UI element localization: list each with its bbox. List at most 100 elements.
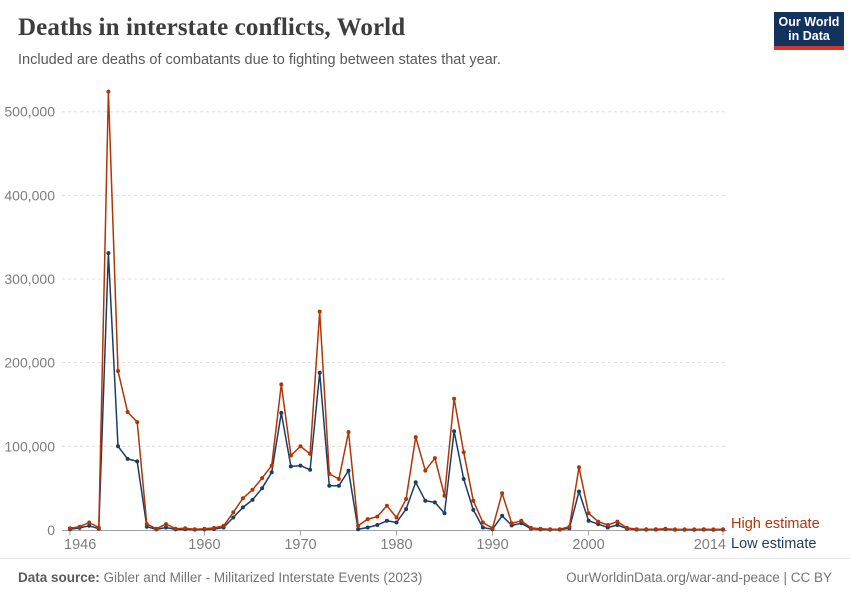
x-tick-label: 1980 <box>380 537 412 553</box>
data-point <box>164 525 168 530</box>
data-point <box>336 483 341 488</box>
data-point <box>221 523 226 528</box>
data-point <box>231 515 236 520</box>
data-point <box>500 513 505 518</box>
data-point <box>87 520 92 525</box>
data-point <box>442 493 447 498</box>
series-line-low-estimate <box>69 252 724 531</box>
data-point <box>173 526 178 531</box>
data-point <box>288 453 293 458</box>
owid-logo-line1: Our World <box>778 15 840 29</box>
y-tick-label: 500,000 <box>4 104 55 120</box>
data-point <box>692 527 697 532</box>
data-point <box>308 451 313 456</box>
y-tick-label: 200,000 <box>4 355 55 371</box>
data-point <box>356 523 361 528</box>
data-point <box>346 430 351 435</box>
data-point <box>375 523 380 527</box>
x-tick-label: 1960 <box>188 537 220 553</box>
data-point <box>557 527 562 532</box>
legend-label-low-estimate: Low estimate <box>731 536 816 552</box>
data-point <box>442 511 447 516</box>
x-tick-label: 2000 <box>572 537 604 553</box>
data-point <box>250 497 255 502</box>
data-point <box>202 526 207 531</box>
data-point <box>567 524 572 529</box>
data-point <box>682 527 687 532</box>
data-point <box>577 465 581 470</box>
data-point <box>356 527 361 532</box>
data-point <box>673 527 677 532</box>
data-point <box>68 526 72 531</box>
x-tick-label: 2014 <box>694 537 726 553</box>
data-point <box>586 511 591 516</box>
data-point <box>721 527 725 532</box>
data-point <box>250 487 255 492</box>
data-point <box>106 251 111 256</box>
data-source: Data source: Gibler and Miller - Militar… <box>18 570 422 585</box>
data-point <box>634 527 639 532</box>
x-tick-label: 1990 <box>476 537 508 553</box>
data-point <box>500 491 505 496</box>
owid-logo: Our World in Data <box>774 12 844 50</box>
data-point <box>77 524 82 529</box>
data-point <box>375 514 380 519</box>
data-point <box>452 396 457 401</box>
data-point <box>528 525 533 530</box>
data-point <box>615 519 620 524</box>
data-point <box>490 526 495 531</box>
data-point <box>480 520 485 525</box>
data-point <box>471 498 476 503</box>
data-point <box>413 435 418 440</box>
data-point <box>548 527 553 532</box>
data-point <box>586 518 591 523</box>
data-point <box>452 429 457 434</box>
data-point <box>471 507 476 512</box>
data-point <box>384 503 389 508</box>
data-point <box>279 382 284 387</box>
y-tick-label: 300,000 <box>4 271 55 287</box>
data-point <box>423 468 428 473</box>
data-point <box>711 527 716 532</box>
data-point <box>96 525 101 530</box>
data-point <box>538 526 543 531</box>
data-point <box>135 459 140 464</box>
data-point <box>519 518 524 523</box>
series-line-high-estimate <box>69 90 724 531</box>
data-source-label: Data source: <box>18 570 100 585</box>
data-point <box>154 526 159 531</box>
legend-label-high-estimate: High estimate <box>731 516 820 532</box>
data-point <box>384 518 389 523</box>
data-point <box>346 468 351 473</box>
data-point <box>480 525 485 530</box>
data-point <box>279 410 284 415</box>
data-point <box>644 527 649 532</box>
data-point <box>164 522 168 527</box>
line-chart[interactable]: 0 100,000 200,000 300,000 400,000 500,000 1946… <box>0 0 850 558</box>
data-point <box>605 523 610 527</box>
data-point <box>125 410 130 414</box>
data-point <box>144 522 149 527</box>
data-point <box>423 498 428 503</box>
chart-footer: Data source: Gibler and Miller - Militar… <box>0 558 850 585</box>
data-point <box>404 497 409 501</box>
data-point <box>192 527 197 532</box>
data-source-value: Gibler and Miller - Militarized Intersta… <box>103 570 423 585</box>
data-point <box>317 309 322 314</box>
data-point <box>298 463 303 468</box>
data-point <box>413 480 418 485</box>
data-point <box>240 505 245 510</box>
data-point <box>327 471 332 476</box>
chart-title: Deaths in interstate conflicts, World <box>18 14 406 41</box>
credit-line: OurWorldinData.org/war-and-peace | CC BY <box>566 570 832 585</box>
y-tick-label: 0 <box>47 522 55 538</box>
data-point <box>298 444 303 449</box>
owid-logo-line2: in Data <box>788 29 830 43</box>
data-point <box>116 369 120 373</box>
data-point <box>308 467 313 472</box>
x-tick-label: 1970 <box>284 537 316 553</box>
data-point <box>317 370 322 375</box>
data-point <box>663 526 668 531</box>
data-point <box>653 527 658 532</box>
